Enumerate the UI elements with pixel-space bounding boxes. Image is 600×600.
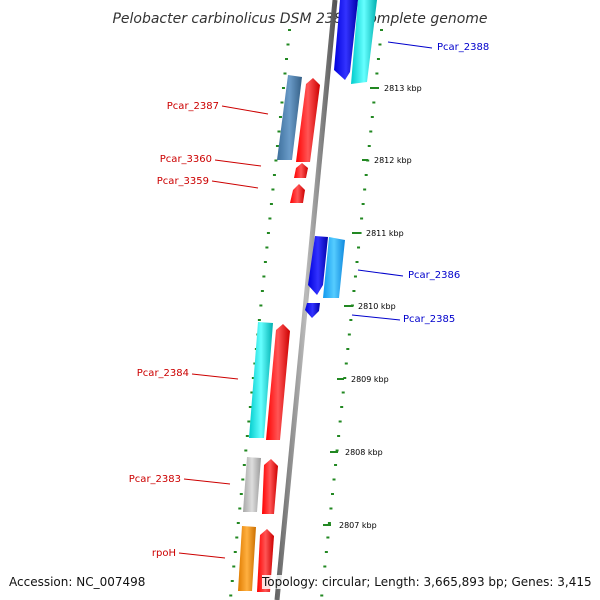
scale-label: 2810 kbp bbox=[358, 302, 396, 311]
leader-line bbox=[178, 552, 226, 559]
gene-label-pcar-3359[interactable]: Pcar_3359 bbox=[157, 176, 209, 187]
gene-pcar-2386-block[interactable] bbox=[308, 236, 328, 295]
reverse-strand-genes bbox=[238, 75, 320, 592]
gene-label-pcar-2383[interactable]: Pcar_2383 bbox=[129, 474, 181, 485]
topology-footer: Topology: circular; Length: 3,665,893 bp… bbox=[262, 575, 592, 589]
gene-pcar-2385-block[interactable] bbox=[305, 303, 320, 318]
gene-label-pcar-2387[interactable]: Pcar_2387 bbox=[167, 101, 219, 112]
gene-pcar-2388-block[interactable] bbox=[334, 0, 358, 80]
leader-line bbox=[191, 373, 239, 380]
gene-label-pcar-2388[interactable]: Pcar_2388 bbox=[437, 42, 489, 53]
leader-line bbox=[357, 269, 404, 277]
forward-strand-genes bbox=[305, 0, 377, 318]
gene-label-pcar-2385[interactable]: Pcar_2385 bbox=[403, 314, 455, 325]
genome-backbone bbox=[274, 0, 338, 600]
gene-pcar-2387-block[interactable] bbox=[296, 78, 320, 162]
scale-label: 2809 kbp bbox=[351, 375, 389, 384]
map-title: Pelobacter carbinolicus DSM 2380, comple… bbox=[112, 11, 487, 27]
leader-line bbox=[211, 180, 259, 189]
gene-pcar-2384-block[interactable] bbox=[266, 324, 290, 440]
scale-label: 2811 kbp bbox=[366, 229, 404, 238]
forward-tick-track bbox=[320, 29, 383, 597]
leader-line bbox=[387, 41, 433, 49]
reverse-tick-track bbox=[229, 29, 291, 597]
leader-line bbox=[221, 105, 269, 115]
leader-line bbox=[351, 314, 401, 321]
gene-pcar-3360-block[interactable] bbox=[294, 163, 308, 178]
scale-label: 2812 kbp bbox=[374, 156, 412, 165]
scale-labels: 2813 kbp 2812 kbp 2811 kbp 2810 kbp 2809… bbox=[339, 84, 422, 530]
gene-rpoh-cog[interactable] bbox=[238, 526, 256, 591]
gene-pcar-3359-block[interactable] bbox=[290, 184, 305, 203]
gene-label-pcar-2386[interactable]: Pcar_2386 bbox=[408, 270, 460, 281]
gene-pcar-2388-cog[interactable] bbox=[351, 0, 377, 84]
gene-label-rpoh[interactable]: rpoH bbox=[152, 548, 176, 559]
scale-label: 2807 kbp bbox=[339, 521, 377, 530]
gene-pcar-2387-cog[interactable] bbox=[277, 75, 302, 160]
gene-pcar-2383-cog[interactable] bbox=[243, 457, 261, 512]
accession-footer: Accession: NC_007498 bbox=[9, 575, 146, 589]
scale-label: 2813 kbp bbox=[384, 84, 422, 93]
gene-label-pcar-3360[interactable]: Pcar_3360 bbox=[160, 154, 212, 165]
leader-line bbox=[214, 159, 262, 167]
gene-labels: Pcar_2388 Pcar_2387 Pcar_3360 Pcar_3359 … bbox=[129, 41, 489, 559]
leader-line bbox=[183, 478, 231, 485]
gene-pcar-2383-block[interactable] bbox=[262, 459, 278, 514]
gene-pcar-2386-cog[interactable] bbox=[323, 237, 345, 298]
gene-label-pcar-2384[interactable]: Pcar_2384 bbox=[137, 368, 189, 379]
gene-pcar-2384-cog[interactable] bbox=[249, 322, 273, 438]
scale-label: 2808 kbp bbox=[345, 448, 383, 457]
scale-ticks bbox=[323, 87, 379, 526]
